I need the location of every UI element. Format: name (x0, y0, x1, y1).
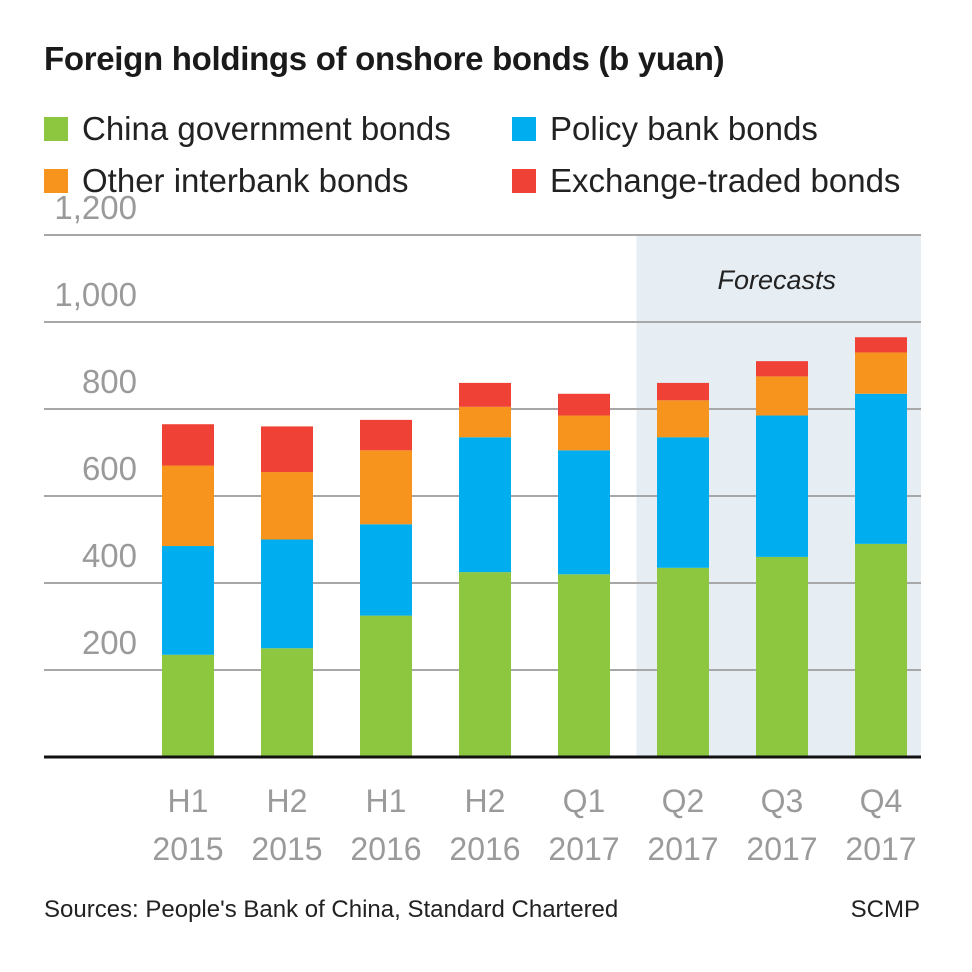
bar-segment (855, 393, 907, 544)
y-tick-label: 400 (82, 537, 137, 574)
bar-segment (261, 426, 313, 473)
bar-segment (855, 543, 907, 757)
x-tick-label-year: 2017 (548, 831, 619, 867)
bar-segment (162, 654, 214, 757)
x-tick-label-period: H1 (168, 783, 209, 819)
y-tick-label: 600 (82, 450, 137, 487)
bar-segment (558, 393, 610, 416)
x-tick-label-period: H2 (267, 783, 308, 819)
bar-segment (558, 415, 610, 451)
y-tick-label: 1,000 (54, 276, 137, 313)
bar-segment (855, 352, 907, 394)
bar-segment (756, 361, 808, 377)
bar-segment (459, 572, 511, 757)
legend-item-policy-bank-bonds: Policy bank bonds (512, 110, 818, 148)
bar-segment (657, 400, 709, 438)
bar-segment (756, 376, 808, 416)
bar-segment (459, 382, 511, 407)
y-tick-label: 1,200 (54, 189, 137, 226)
bar-segment (162, 465, 214, 547)
y-tick-label: 800 (82, 363, 137, 400)
chart-title: Foreign holdings of onshore bonds (b yua… (44, 40, 725, 77)
bar-segment (261, 472, 313, 540)
x-tick-label-year: 2017 (746, 831, 817, 867)
bar-segment (558, 574, 610, 757)
legend-swatch (512, 117, 536, 141)
x-tick-label-period: Q4 (860, 783, 903, 819)
legend-swatch (512, 169, 536, 193)
legend-label: Exchange-traded bonds (550, 162, 901, 199)
x-tick-label-period: Q2 (662, 783, 705, 819)
legend-swatch (44, 117, 68, 141)
y-tick-label: 200 (82, 624, 137, 661)
bar-segment (657, 567, 709, 757)
x-tick-label-period: Q1 (563, 783, 606, 819)
bar-segment (162, 546, 214, 655)
sources-note: Sources: People's Bank of China, Standar… (44, 896, 619, 923)
bar-segment (855, 337, 907, 353)
x-tick-label-period: H1 (366, 783, 407, 819)
x-tick-label-year: 2017 (647, 831, 718, 867)
x-tick-label-year: 2015 (152, 831, 223, 867)
legend-label: Other interbank bonds (82, 162, 409, 199)
x-tick-label-year: 2016 (449, 831, 520, 867)
x-tick-label-year: 2017 (845, 831, 916, 867)
bar-segment (558, 450, 610, 575)
bar-segment (459, 406, 511, 438)
publisher-credit: SCMP (850, 896, 920, 923)
legend-item-china-government-bonds: China government bonds (44, 110, 451, 148)
bar-segment (360, 524, 412, 616)
bar-segment (657, 437, 709, 568)
bar-segment (261, 648, 313, 757)
x-tick-label-year: 2016 (350, 831, 421, 867)
bar-segment (360, 450, 412, 525)
bar-segment (360, 419, 412, 451)
x-tick-label-period: H2 (465, 783, 506, 819)
bar-segment (162, 424, 214, 466)
legend: China government bonds Policy bank bonds… (44, 110, 944, 220)
legend-label: China government bonds (82, 110, 451, 147)
x-tick-label-year: 2015 (251, 831, 322, 867)
bar-segment (657, 382, 709, 401)
legend-label: Policy bank bonds (550, 110, 818, 147)
bar-segment (360, 615, 412, 757)
legend-swatch (44, 169, 68, 193)
bar-segment (459, 437, 511, 573)
bar-segment (756, 415, 808, 557)
bar-segment (261, 539, 313, 649)
forecast-label: Forecasts (717, 265, 836, 295)
legend-item-other-interbank-bonds: Other interbank bonds (44, 162, 409, 200)
bar-segment (756, 556, 808, 757)
x-tick-label-period: Q3 (761, 783, 804, 819)
legend-item-exchange-traded-bonds: Exchange-traded bonds (512, 162, 900, 200)
